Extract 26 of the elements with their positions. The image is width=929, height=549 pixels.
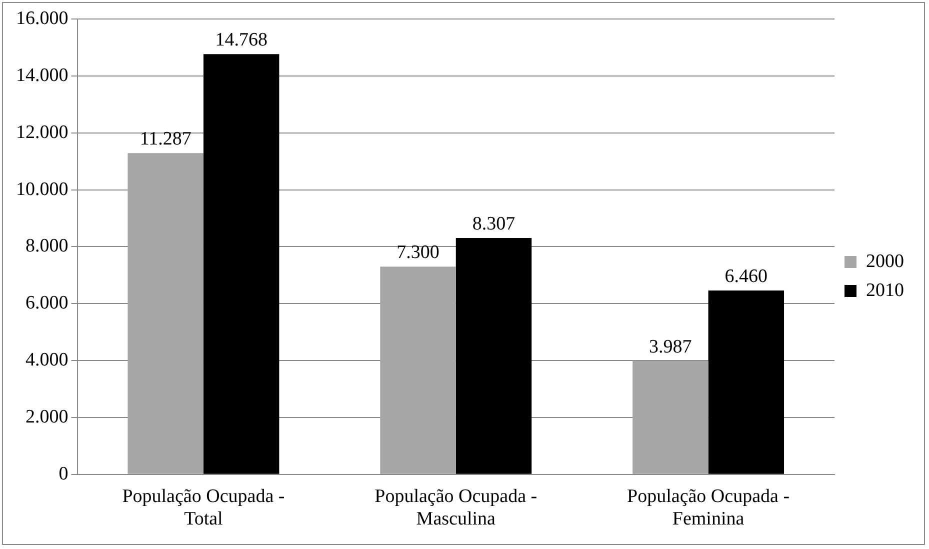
legend-label: 2000: [866, 250, 904, 272]
x-tick-label: População Ocupada - Total: [122, 486, 285, 530]
data-label: 8.307: [472, 213, 516, 234]
data-label: 11.287: [140, 128, 192, 150]
bar: [632, 360, 708, 474]
data-label: 3.987: [649, 336, 692, 358]
data-label: 6.460: [724, 266, 768, 288]
bar: [708, 290, 784, 474]
x-tick-label: População Ocupada - Masculina: [374, 486, 538, 530]
bar: [128, 153, 204, 474]
y-tick-label: 12.000: [16, 122, 68, 143]
y-tick-label: 2.000: [26, 406, 68, 428]
legend-label: 2010: [866, 280, 904, 301]
y-tick-label: 0: [58, 463, 68, 484]
data-label: 7.300: [396, 242, 440, 264]
data-label: 14.768: [215, 30, 268, 51]
bar: [203, 54, 280, 474]
bar: [456, 238, 532, 474]
y-tick-label: 6.000: [26, 292, 68, 314]
y-tick-label: 4.000: [26, 350, 68, 371]
y-tick-label: 8.000: [26, 236, 68, 257]
y-tick-label: 14.000: [16, 64, 68, 86]
y-tick-label: 16.000: [16, 8, 68, 29]
bar: [380, 266, 456, 474]
x-tick-label: População Ocupada - Feminina: [627, 486, 790, 530]
y-tick-label: 10.000: [16, 178, 68, 200]
